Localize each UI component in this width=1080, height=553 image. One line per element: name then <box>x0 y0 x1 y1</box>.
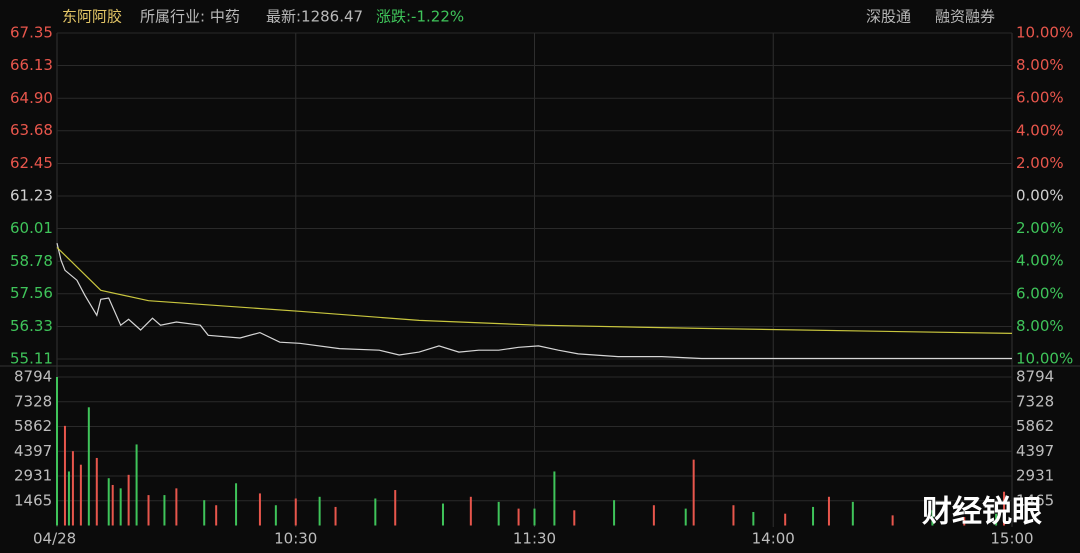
vol-tick-label: 4397 <box>14 442 52 460</box>
volume-bar <box>1003 491 1006 526</box>
x-tick-label: 11:30 <box>513 530 556 548</box>
stock-name: 东阿阿胶 <box>62 8 122 26</box>
x-tick-label: 10:30 <box>274 530 317 548</box>
price-line <box>56 242 1012 360</box>
vol-tick-label-right: 4397 <box>1016 442 1054 460</box>
volume-bar <box>119 488 122 526</box>
vol-tick-label-right: 1465 <box>1016 491 1054 509</box>
price-line <box>56 246 1013 334</box>
y-tick-label: 56.33 <box>10 317 53 335</box>
vol-tick-label: 2931 <box>14 467 52 485</box>
volume-bar <box>684 508 687 526</box>
y-tick-label: 60.01 <box>10 219 53 237</box>
link-hk[interactable]: 深股通 <box>866 8 911 26</box>
change: 涨跌:-1.22% <box>376 8 464 26</box>
vol-tick-label-right: 5862 <box>1016 417 1054 435</box>
vol-tick-label: 8794 <box>14 368 52 386</box>
volume-bar <box>732 505 735 526</box>
y-tick-label: 63.68 <box>10 121 53 139</box>
volume-bar <box>56 377 58 526</box>
y2-tick-label: 8.00% <box>1016 317 1064 335</box>
volume-bar <box>517 508 520 526</box>
volume-bar <box>891 515 894 526</box>
volume-bar <box>963 517 966 526</box>
volume-bar <box>71 451 74 526</box>
volume-bar <box>469 496 472 526</box>
y2-tick-label: 2.00% <box>1016 219 1064 237</box>
volume-bar <box>175 488 178 526</box>
volume-bar <box>931 510 934 526</box>
volume-bar <box>613 500 616 526</box>
y-tick-label: 61.23 <box>10 187 53 205</box>
y-tick-label: 62.45 <box>10 154 53 172</box>
vol-tick-label: 1465 <box>14 491 52 509</box>
volume-bar <box>147 495 150 526</box>
x-tick-label: 15:00 <box>990 530 1033 548</box>
y2-tick-label: 10.00% <box>1016 24 1073 42</box>
x-tick-label: 04/28 <box>33 530 76 548</box>
volume-bar <box>441 503 444 526</box>
volume-bar <box>995 513 998 526</box>
volume-bar <box>107 478 110 526</box>
volume-bar <box>827 496 830 526</box>
y2-tick-label: 4.00% <box>1016 121 1064 139</box>
x-tick-label: 14:00 <box>752 530 795 548</box>
y-tick-label: 67.35 <box>10 24 53 42</box>
vol-tick-label-right: 2931 <box>1016 467 1054 485</box>
volume-bar <box>203 500 206 526</box>
volume-bar <box>851 501 854 526</box>
y-tick-label: 58.78 <box>10 252 53 270</box>
volume-bar <box>67 471 70 526</box>
y2-tick-label: 10.00% <box>1016 350 1073 368</box>
volume-bar <box>394 490 397 526</box>
vol-tick-label-right: 8794 <box>1016 368 1054 386</box>
y2-tick-label: 6.00% <box>1016 89 1064 107</box>
volume-bar <box>135 444 138 526</box>
volume-bar <box>63 425 66 526</box>
y2-tick-label: 0.00% <box>1016 187 1064 205</box>
volume-bar <box>111 484 114 526</box>
volume-bar <box>127 474 130 526</box>
volume-bar <box>553 471 556 526</box>
vol-tick-label: 5862 <box>14 417 52 435</box>
watermark: 财经锐眼 <box>922 495 1042 530</box>
volume-bar <box>258 493 261 526</box>
volume-bar <box>374 498 377 526</box>
volume-bar <box>95 457 98 526</box>
y-tick-label: 64.90 <box>10 89 53 107</box>
volume-bar <box>215 505 218 526</box>
vol-tick-label-right: 7328 <box>1016 392 1054 410</box>
y-tick-label: 55.11 <box>10 350 53 368</box>
link-margin[interactable]: 融资融券 <box>935 8 995 26</box>
volume-bar <box>274 505 277 526</box>
volume-bar <box>235 483 238 526</box>
industry: 所属行业: 中药 <box>140 8 240 26</box>
volume-bar <box>752 511 755 526</box>
volume-bar <box>533 508 536 526</box>
volume-bar <box>692 459 695 526</box>
y-tick-label: 57.56 <box>10 284 53 302</box>
y2-tick-label: 6.00% <box>1016 284 1064 302</box>
y2-tick-label: 8.00% <box>1016 56 1064 74</box>
volume-bar <box>79 464 82 526</box>
volume-bar <box>573 510 576 526</box>
vol-tick-label: 7328 <box>14 392 52 410</box>
volume-bar <box>497 501 500 526</box>
volume-bar <box>294 498 297 526</box>
y-tick-label: 66.13 <box>10 56 53 74</box>
volume-bar <box>163 495 166 526</box>
volume-bar <box>334 506 337 526</box>
latest: 最新:1286.47 <box>266 8 363 26</box>
volume-bar <box>87 407 90 526</box>
y2-tick-label: 4.00% <box>1016 252 1064 270</box>
volume-bar <box>784 513 787 526</box>
y2-tick-label: 2.00% <box>1016 154 1064 172</box>
volume-bar <box>318 496 321 526</box>
volume-bar <box>652 505 655 526</box>
volume-bar <box>812 506 815 526</box>
